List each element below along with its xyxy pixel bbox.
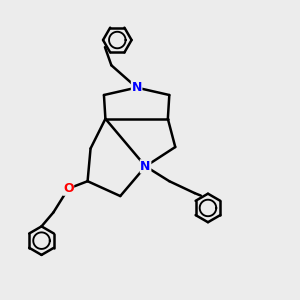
Text: N: N (131, 81, 142, 94)
Text: O: O (63, 182, 74, 195)
Text: N: N (140, 160, 151, 173)
